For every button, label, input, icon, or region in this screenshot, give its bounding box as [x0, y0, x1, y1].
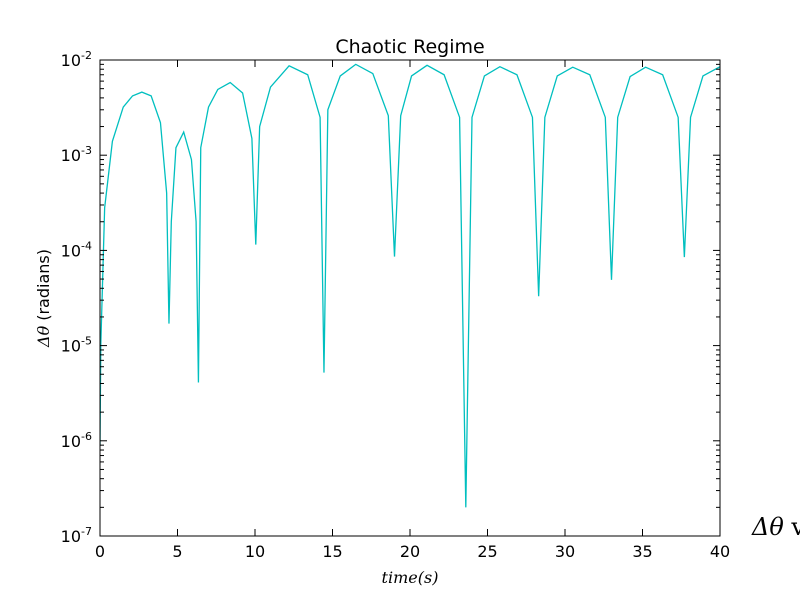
- y-tick-base: 10: [61, 241, 81, 260]
- y-tick-base: 10: [61, 527, 81, 546]
- x-tick-label: 25: [477, 542, 497, 561]
- y-axis-label-unit: (radians): [34, 249, 53, 321]
- chart-title: Chaotic Regime: [335, 36, 484, 58]
- y-tick-label: 10-6: [61, 430, 92, 451]
- y-tick-base: 10: [61, 51, 81, 70]
- y-tick-exponent: -7: [81, 525, 92, 538]
- y-tick-label: 10-7: [61, 525, 92, 546]
- y-tick-exponent: -6: [81, 430, 92, 443]
- y-tick-label: 10-5: [61, 335, 92, 356]
- y-tick-exponent: -2: [81, 49, 92, 62]
- y-tick-label: 10-4: [61, 239, 92, 260]
- x-tick-label: 0: [95, 542, 105, 561]
- x-tick-label: 35: [632, 542, 652, 561]
- y-tick-label: 10-3: [61, 144, 92, 165]
- y-tick-exponent: -5: [81, 335, 92, 348]
- overflow-caption-symbol: Δθ: [751, 513, 784, 541]
- series-layer: [100, 63, 720, 508]
- y-tick-base: 10: [61, 146, 81, 165]
- y-axis-label: Δθ (radians): [34, 249, 53, 348]
- x-tick-label: 20: [400, 542, 420, 561]
- y-tick-label: 10-2: [61, 49, 92, 70]
- x-tick-label: 30: [555, 542, 575, 561]
- x-tick-label: 5: [172, 542, 182, 561]
- y-axis-label-symbol: Δθ: [34, 325, 53, 348]
- x-tick-label: 40: [710, 542, 730, 561]
- y-tick-exponent: -3: [81, 144, 92, 157]
- series-line-0: [100, 63, 720, 508]
- x-tick-label: 15: [322, 542, 342, 561]
- overflow-caption: Δθ v: [751, 513, 800, 541]
- y-tick-base: 10: [61, 337, 81, 356]
- x-tick-label: 10: [245, 542, 265, 561]
- overflow-caption-text: v: [784, 513, 800, 541]
- x-axis-label: time(s): [382, 568, 439, 587]
- y-tick-base: 10: [61, 432, 81, 451]
- y-tick-exponent: -4: [81, 239, 92, 252]
